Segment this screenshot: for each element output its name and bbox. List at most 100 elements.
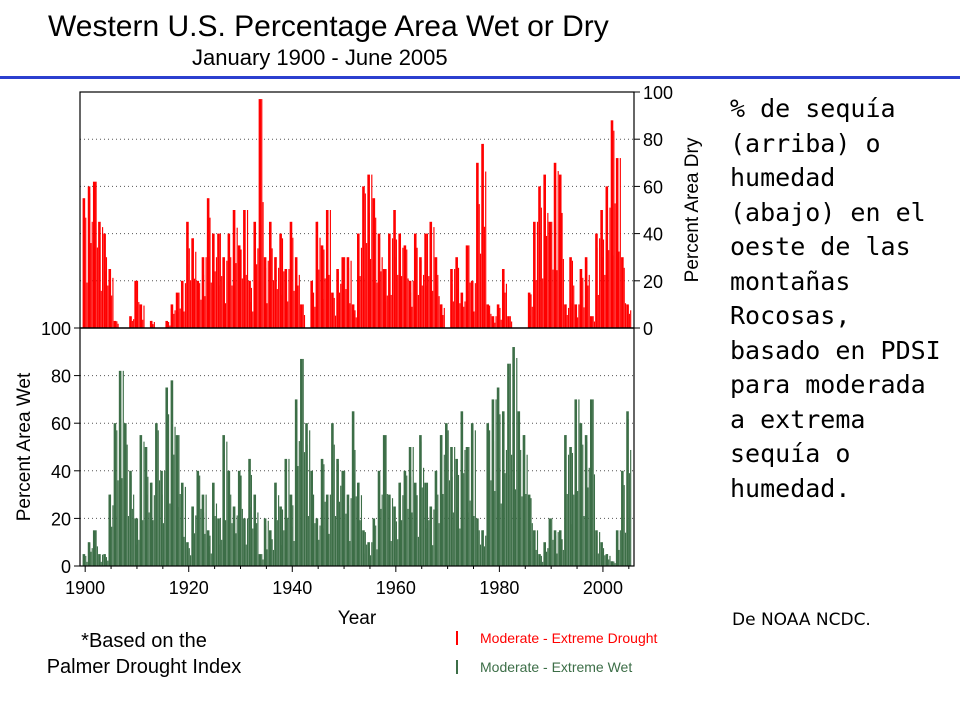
- dry-bar: [212, 233, 215, 328]
- dry-bar: [491, 316, 495, 328]
- dry-spike: [617, 200, 619, 328]
- dry-spike: [136, 280, 139, 328]
- x-tick-label: 1960: [376, 578, 416, 598]
- dry-spike: [587, 487, 589, 566]
- dry-bar: [175, 435, 179, 566]
- dry-spike: [516, 357, 518, 566]
- drought-wet-chart: 0 20 40 60 80 100 0 20 40 60 80 100 1900 1920 1940 1960…: [14, 83, 703, 625]
- dry-spike: [311, 508, 313, 566]
- dry-spike: [627, 305, 629, 328]
- dry-bar: [237, 470, 241, 566]
- y-axis-title-dry: Percent Area Dry: [682, 137, 703, 282]
- dry-spike: [473, 516, 475, 566]
- dry-spike: [441, 304, 443, 328]
- dry-spike: [503, 419, 505, 566]
- dry-spike: [461, 419, 463, 566]
- dry-spike: [169, 503, 171, 566]
- dry-bar: [600, 210, 603, 328]
- dry-spike: [499, 414, 501, 566]
- dry-spike: [126, 444, 128, 566]
- dry-bar: [113, 320, 117, 328]
- dry-spike: [494, 491, 496, 566]
- dry-spike: [468, 245, 470, 328]
- dry-spike: [117, 323, 119, 328]
- dry-spike: [464, 449, 466, 566]
- dry-spike: [83, 256, 86, 328]
- dry-spike: [494, 322, 496, 328]
- dry-spike: [344, 470, 346, 566]
- dry-spike: [531, 523, 533, 566]
- dry-spike: [613, 561, 615, 566]
- dry-spike: [221, 276, 223, 328]
- dry-spike: [298, 274, 300, 328]
- dry-spike: [570, 524, 572, 566]
- dry-spike: [178, 435, 180, 566]
- dry-spike: [435, 285, 438, 328]
- dry-spike: [204, 296, 206, 328]
- dry-spike: [487, 516, 489, 566]
- dry-bar: [465, 447, 469, 566]
- dry-spike: [578, 399, 580, 566]
- dry-spike: [364, 532, 366, 566]
- dry-spike: [570, 303, 572, 328]
- legend-wet-label: Moderate - Extreme Wet: [480, 659, 633, 675]
- dry-spike: [592, 316, 594, 328]
- dry-spike: [368, 212, 370, 328]
- dry-spike: [549, 280, 552, 328]
- dry-spike: [404, 532, 407, 566]
- dry-spike: [386, 295, 388, 328]
- dry-spike: [205, 257, 207, 328]
- dry-bar: [196, 470, 200, 566]
- dry-spike: [338, 501, 341, 566]
- dry-spike: [114, 516, 117, 566]
- dry-spike: [250, 474, 252, 566]
- dry-spike: [252, 311, 254, 328]
- dry-bar: [424, 233, 427, 328]
- dry-spike: [204, 533, 206, 566]
- dry-spike: [354, 449, 356, 566]
- dry-spike: [561, 212, 563, 328]
- dry-spike: [375, 217, 377, 328]
- dry-bar: [372, 198, 376, 328]
- dry-spike: [549, 544, 552, 566]
- dry-spike: [296, 407, 298, 566]
- dry-spike: [333, 297, 335, 328]
- dry-spike: [117, 480, 119, 566]
- dry-spike: [479, 544, 482, 566]
- dry-spike: [311, 299, 313, 328]
- dry-spike: [332, 308, 334, 328]
- dry-spike: [503, 271, 505, 328]
- dry-spike: [89, 193, 91, 328]
- dry-spike: [571, 452, 574, 566]
- dry-spike: [281, 509, 284, 566]
- dry-spike: [399, 233, 401, 328]
- dry-spike: [599, 532, 601, 566]
- y-tick-label-dry: 40: [643, 225, 663, 245]
- dry-spike: [135, 306, 137, 328]
- dry-spike: [591, 491, 593, 566]
- dry-spike: [523, 435, 526, 566]
- dry-spike: [96, 546, 98, 566]
- dry-spike: [230, 494, 232, 566]
- dry-spike: [236, 227, 238, 328]
- dry-spike: [397, 539, 399, 566]
- dry-spike: [542, 561, 544, 566]
- dry-spike: [495, 316, 497, 328]
- dry-spike: [158, 480, 161, 566]
- dry-spike: [318, 539, 320, 566]
- dry-bar: [377, 233, 381, 328]
- dry-spike: [613, 130, 615, 328]
- dry-spike: [420, 441, 422, 566]
- dry-bar: [569, 447, 572, 566]
- dry-spike: [379, 475, 381, 566]
- dry-spike: [86, 282, 88, 328]
- dry-spike: [169, 325, 171, 328]
- dry-bar: [507, 316, 510, 328]
- dry-bar: [279, 233, 282, 328]
- dry-bar: [274, 482, 277, 566]
- dry-spike: [303, 315, 306, 328]
- y-tick-label-dry: 60: [643, 177, 663, 197]
- dry-spike: [482, 530, 484, 566]
- dry-spike: [215, 503, 218, 566]
- dry-spike: [433, 509, 435, 566]
